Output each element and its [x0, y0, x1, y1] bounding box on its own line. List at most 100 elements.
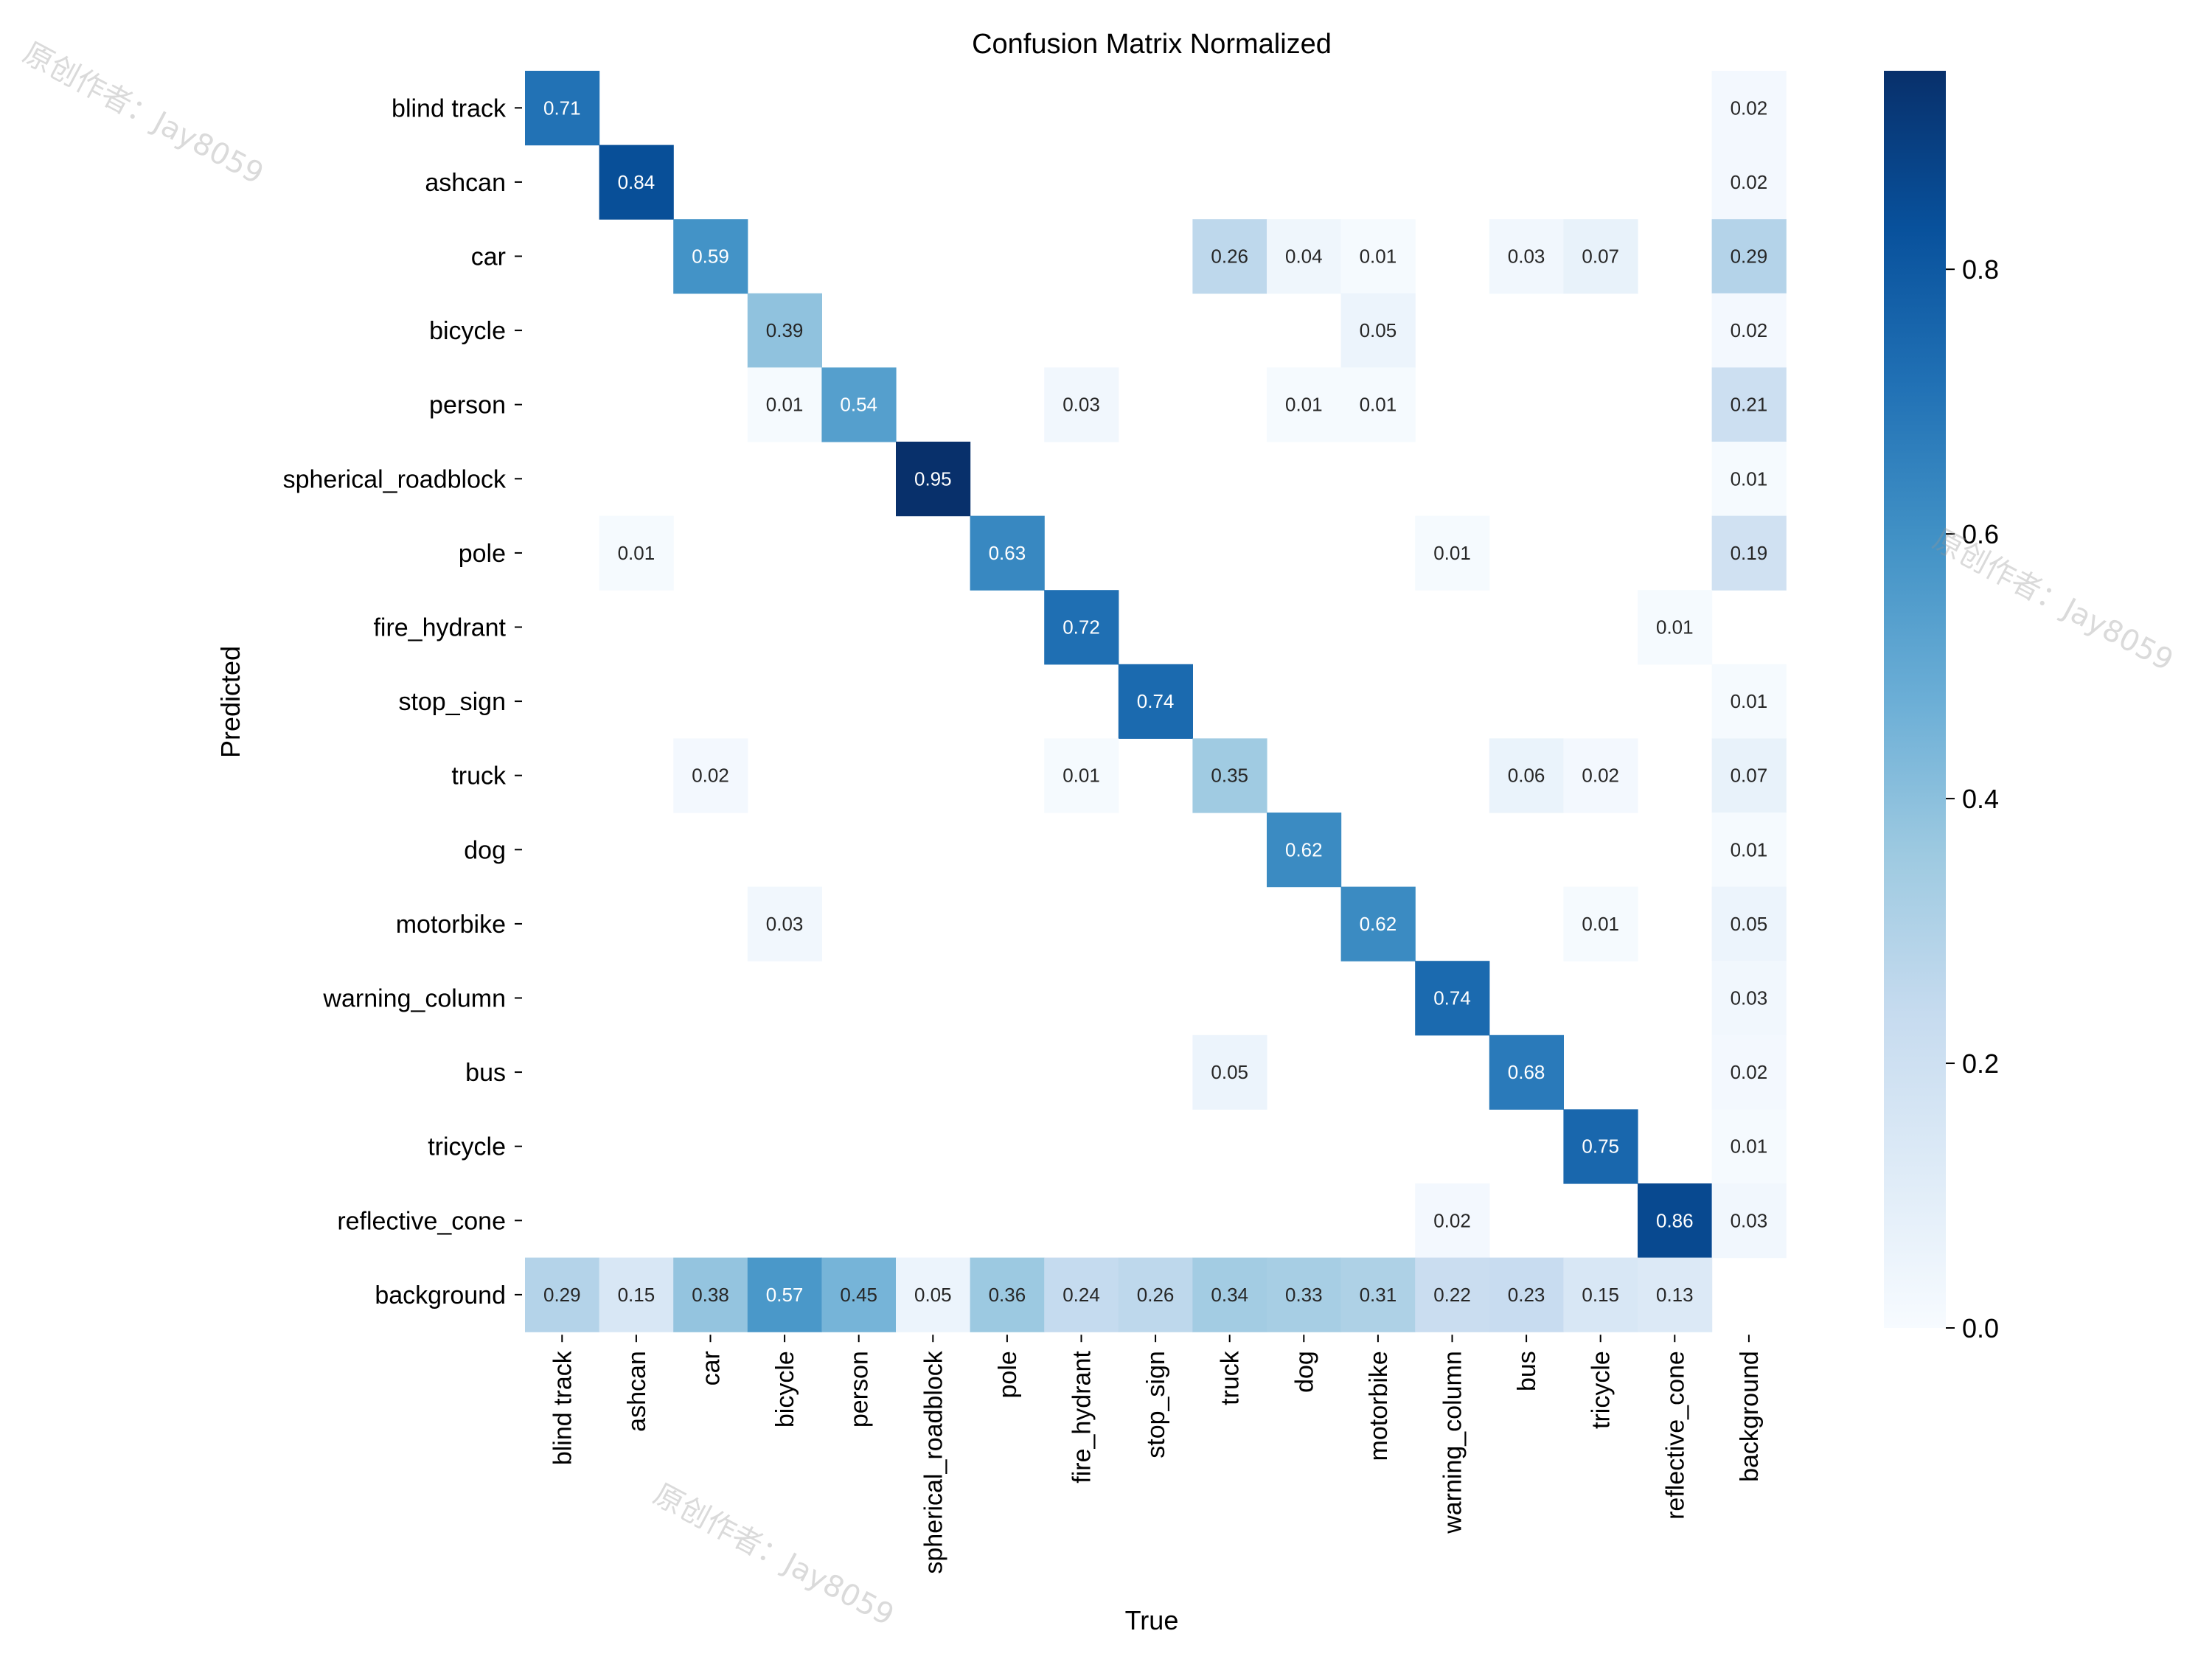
heatmap-cell	[1638, 1183, 1713, 1259]
cell-value-label: 0.02	[1731, 97, 1768, 119]
cell-value-label: 0.01	[1062, 765, 1100, 787]
cell-value-label: 0.84	[618, 171, 655, 193]
heatmap-cell	[1192, 1034, 1267, 1110]
heatmap-cell	[1563, 219, 1638, 294]
x-axis-label: True	[1125, 1605, 1179, 1635]
colorbar-tick-label: 0.8	[1962, 254, 1999, 285]
heatmap-cell	[896, 442, 971, 517]
cell-value-label: 0.74	[1137, 690, 1175, 712]
y-tick-label: ashcan	[425, 169, 506, 197]
colorbar-tick-label: 0.6	[1962, 519, 1999, 549]
y-tick-label: spherical_roadblock	[283, 465, 507, 493]
heatmap-cell	[1192, 1257, 1267, 1332]
cell-value-label: 0.07	[1582, 246, 1619, 268]
cell-value-label: 0.34	[1211, 1284, 1248, 1306]
y-tick-label: stop_sign	[398, 688, 506, 716]
heatmap-cell	[1489, 738, 1564, 813]
x-tick-label: motorbike	[1365, 1351, 1393, 1461]
heatmap-cell	[599, 515, 674, 591]
cell-value-label: 0.63	[989, 542, 1026, 564]
heatmap-cell	[747, 293, 822, 368]
heatmap-cell	[525, 1257, 600, 1332]
x-tick-labels: blind track ashcan car bicycle person spheric…	[549, 1335, 1764, 1574]
heatmap-cell	[1711, 145, 1787, 220]
heatmap-cell	[1044, 590, 1119, 665]
heatmap-cell	[1044, 738, 1119, 813]
cell-value-label: 0.04	[1285, 246, 1323, 268]
colorbar-ticks: 0.0 0.2 0.4 0.6 0.8	[1946, 254, 1999, 1343]
cell-value-label: 0.05	[1360, 319, 1397, 341]
y-tick-label: bicycle	[429, 317, 506, 345]
cell-value-label: 0.57	[766, 1284, 804, 1306]
y-tick-label: reflective_cone	[337, 1207, 506, 1235]
cell-value-label: 0.72	[1062, 616, 1100, 639]
heatmap-cell	[1711, 961, 1787, 1036]
heatmap-cell	[1711, 71, 1787, 146]
x-tick-label: warning_column	[1439, 1351, 1467, 1534]
y-tick-label: person	[429, 392, 506, 420]
heatmap-cell	[525, 71, 600, 146]
heatmap-cell	[1711, 219, 1787, 294]
heatmap-cell	[1638, 590, 1713, 665]
heatmap-cell	[1415, 1183, 1490, 1259]
heatmap-cell	[1340, 219, 1416, 294]
cell-value-label: 0.01	[1582, 913, 1619, 935]
cell-value-label: 0.26	[1211, 246, 1248, 268]
heatmap-cell	[1711, 886, 1787, 961]
y-tick-label: bus	[465, 1059, 506, 1087]
cell-value-label: 0.01	[1433, 542, 1471, 564]
x-tick-label: blind track	[549, 1350, 577, 1465]
heatmap-cells: 0.71 0.02 0.84 0.02 0.59 0.26 0.04 0.01 0.03 0.07…	[525, 71, 1787, 1332]
cell-value-label: 0.02	[1731, 319, 1768, 341]
x-tick-label: fire_hydrant	[1068, 1351, 1096, 1484]
heatmap-cell	[1711, 664, 1787, 739]
cell-value-label: 0.24	[1062, 1284, 1100, 1306]
cell-value-label: 0.05	[914, 1284, 952, 1306]
cell-value-label: 0.19	[1731, 542, 1768, 564]
heatmap-cell	[1340, 1257, 1416, 1332]
cell-value-label: 0.68	[1508, 1061, 1545, 1083]
heatmap-cell	[1267, 219, 1342, 294]
colorbar-tick-label: 0.2	[1962, 1048, 1999, 1079]
heatmap-cell	[673, 219, 748, 294]
chart-title: Confusion Matrix Normalized	[972, 29, 1332, 60]
y-tick-label: truck	[451, 762, 507, 790]
cell-value-label: 0.01	[766, 394, 804, 416]
heatmap-cell	[1267, 367, 1342, 442]
heatmap-cell	[821, 1257, 897, 1332]
x-tick-label: bicycle	[771, 1351, 799, 1427]
cell-value-label: 0.86	[1656, 1209, 1694, 1231]
cell-value-label: 0.03	[1731, 1209, 1768, 1231]
cell-value-label: 0.01	[1656, 616, 1694, 639]
colorbar-tick-label: 0.0	[1962, 1313, 1999, 1343]
cell-value-label: 0.33	[1285, 1284, 1323, 1306]
cell-value-label: 0.02	[1582, 765, 1619, 787]
cell-value-label: 0.01	[1731, 1135, 1768, 1158]
heatmap-cell	[673, 1257, 748, 1332]
y-tick-label: fire_hydrant	[373, 614, 506, 642]
y-tick-label: tricycle	[428, 1133, 506, 1161]
heatmap-cell	[1489, 219, 1564, 294]
heatmap-cell	[1711, 367, 1787, 442]
heatmap-cell	[1192, 738, 1267, 813]
cell-value-label: 0.01	[1285, 394, 1323, 416]
cell-value-label: 0.07	[1731, 765, 1768, 787]
heatmap-cell	[1711, 442, 1787, 517]
heatmap-cell	[1711, 1109, 1787, 1184]
x-tick-label: dog	[1290, 1351, 1318, 1393]
cell-value-label: 0.03	[1731, 987, 1768, 1009]
cell-value-label: 0.54	[840, 394, 877, 416]
heatmap-cell	[747, 1257, 822, 1332]
heatmap-cell	[1118, 1257, 1193, 1332]
cell-value-label: 0.35	[1211, 765, 1248, 787]
heatmap-cell	[970, 1257, 1045, 1332]
cell-value-label: 0.05	[1731, 913, 1768, 935]
cell-value-label: 0.15	[1582, 1284, 1619, 1306]
cell-value-label: 0.39	[766, 319, 804, 341]
heatmap-cell	[1415, 1257, 1490, 1332]
cell-value-label: 0.03	[766, 913, 804, 935]
y-tick-label: dog	[464, 836, 506, 864]
heatmap-cell	[1267, 813, 1342, 888]
y-axis-label: Predicted	[215, 646, 246, 758]
x-tick-label: truck	[1217, 1350, 1245, 1405]
